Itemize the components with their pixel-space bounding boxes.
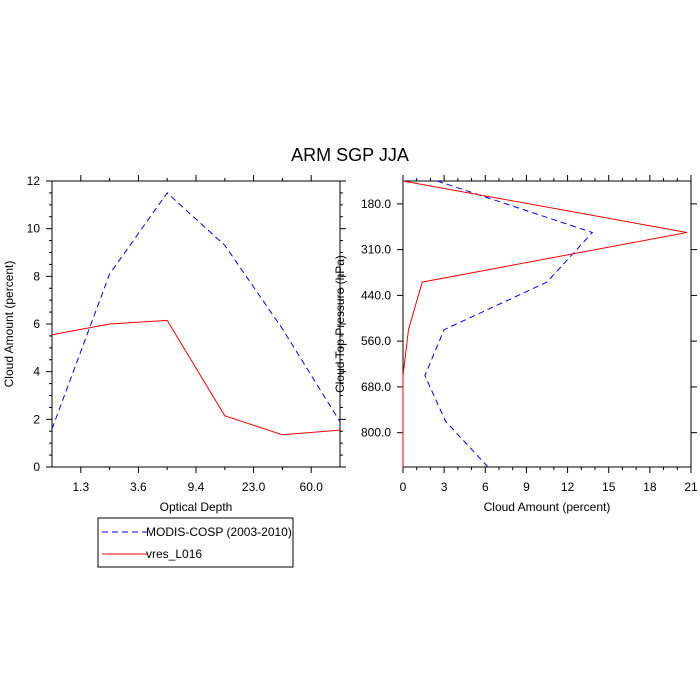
legend-frame xyxy=(97,517,294,568)
right-y-tick-label: 180.0 xyxy=(361,197,391,211)
left-y-tick-label: 8 xyxy=(33,269,40,283)
right-y-tick-label: 440.0 xyxy=(361,288,391,302)
right-panel: 0 3 6 9 12 15 18 21 180.0 310.0 440.0 560.0 680.0 800… xyxy=(333,175,698,514)
right-x-tick-label: 12 xyxy=(561,480,575,494)
left-plot-frame xyxy=(51,180,341,468)
left-x-tick-label: 9.4 xyxy=(188,480,205,494)
legend-label-modis: MODIS-COSP (2003-2010) xyxy=(146,525,292,539)
left-y-tick-label: 4 xyxy=(33,365,40,379)
right-x-tick-label: 21 xyxy=(684,480,698,494)
right-y-axis-title: Cloud Top Pressure (hPa) xyxy=(333,255,347,393)
left-y-tick-label: 10 xyxy=(27,222,41,236)
right-x-tick-label: 18 xyxy=(643,480,657,494)
right-x-tick-label: 3 xyxy=(441,480,448,494)
right-lines xyxy=(402,180,687,468)
left-x-tick-label: 1.3 xyxy=(72,480,89,494)
left-y-tick-label: 2 xyxy=(33,412,40,426)
right-ticks: 0 3 6 9 12 15 18 21 180.0 310.0 440.0 560.0 680.0 800… xyxy=(361,175,698,494)
left-y-tick-label: 6 xyxy=(33,317,40,331)
legend: MODIS-COSP (2003-2010) vres_L016 xyxy=(97,517,294,568)
left-x-tick-label: 23.0 xyxy=(242,480,266,494)
left-y-tick-label: 0 xyxy=(33,460,40,474)
right-y-tick-label: 800.0 xyxy=(361,426,391,440)
chart-title: ARM SGP JJA xyxy=(291,145,409,165)
right-y-tick-label: 560.0 xyxy=(361,334,391,348)
right-x-tick-label: 15 xyxy=(602,480,616,494)
right-y-tick-label: 680.0 xyxy=(361,380,391,394)
left-x-tick-label: 3.6 xyxy=(130,480,147,494)
right-x-tick-label: 9 xyxy=(523,480,530,494)
right-y-tick-label: 310.0 xyxy=(361,243,391,257)
right-x-axis-title: Cloud Amount (percent) xyxy=(484,500,611,514)
right-series-vres xyxy=(402,180,687,467)
right-series-modis xyxy=(424,180,594,468)
left-y-tick-label: 12 xyxy=(27,174,41,188)
left-x-axis-title: Optical Depth xyxy=(160,500,233,514)
right-x-tick-label: 6 xyxy=(482,480,489,494)
left-lines xyxy=(51,192,341,436)
left-x-tick-label: 60.0 xyxy=(300,480,324,494)
legend-label-vres: vres_L016 xyxy=(146,547,202,561)
left-series-modis xyxy=(51,192,341,430)
left-panel: 0 2 4 6 8 10 12 1.3 3.6 9.4 23.0 60.0 Optical Depth… xyxy=(2,174,346,514)
right-plot-frame xyxy=(402,180,692,468)
left-ticks: 0 2 4 6 8 10 12 1.3 3.6 9.4 23.0 60.0 xyxy=(27,174,346,494)
left-series-vres xyxy=(51,319,341,436)
left-y-axis-title: Cloud Amount (percent) xyxy=(2,261,16,388)
right-x-tick-label: 0 xyxy=(400,480,407,494)
